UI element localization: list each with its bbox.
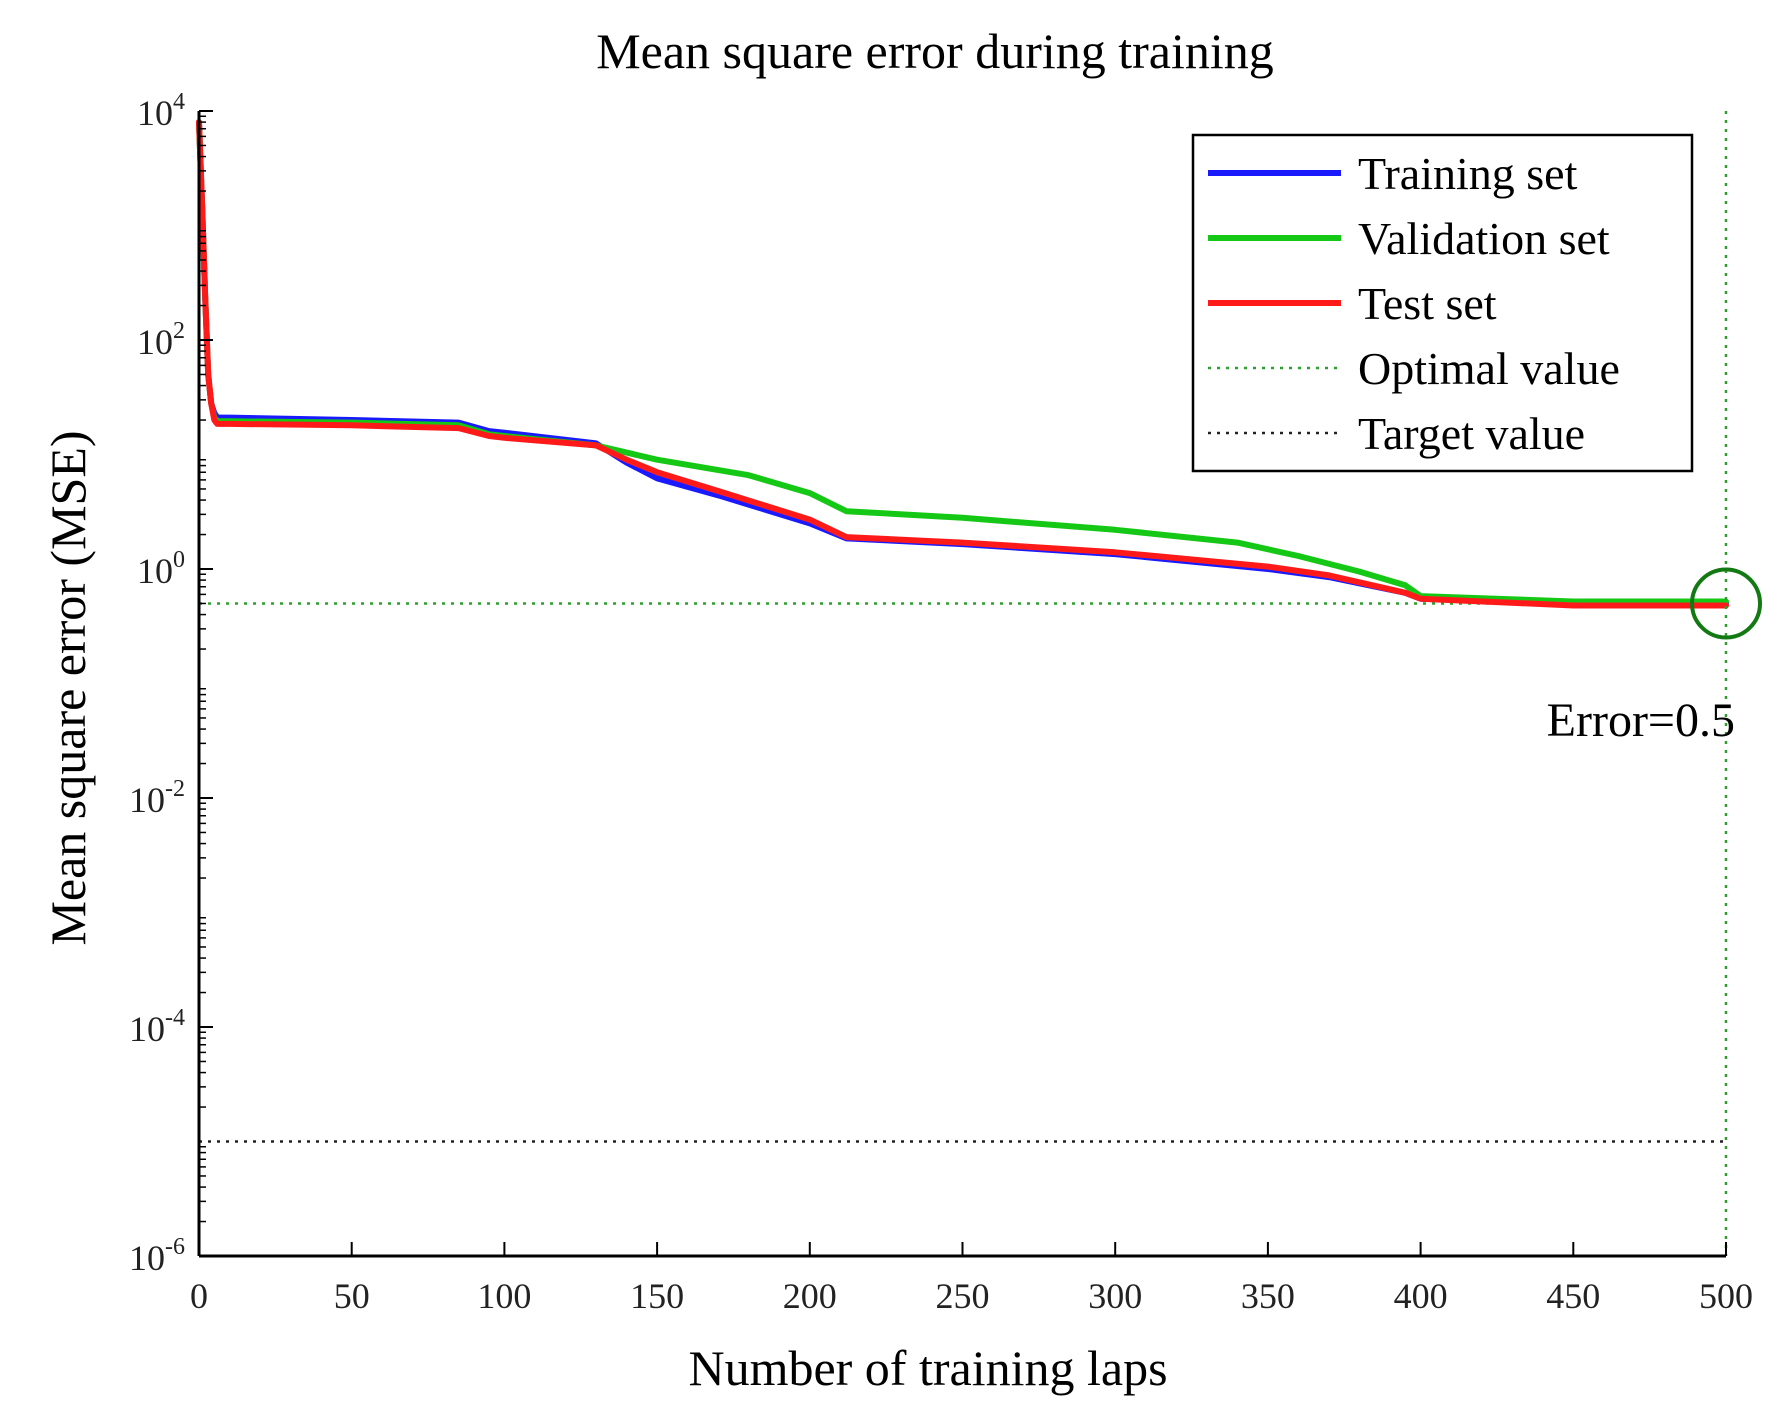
x-axis-label: Number of training laps [688,1340,1167,1396]
legend-label-target-value: Target value [1358,408,1585,459]
legend: Training set Validation set Test set Optima… [1191,133,1694,473]
error-annotation: Error=0.5 [1547,694,1735,747]
x-tick-label: 200 [783,1276,837,1316]
y-tick-label: 10-2 [129,776,185,820]
legend-label-optimal-value: Optimal value [1358,343,1620,394]
legend-label-test-set: Test set [1358,278,1497,329]
y-axis-label: Mean square error (MSE) [40,430,96,945]
x-tick-label: 450 [1546,1276,1600,1316]
x-tick-label: 50 [334,1276,370,1316]
x-tick-label: 0 [190,1276,208,1316]
x-tick-label: 100 [477,1276,531,1316]
y-tick-label: 104 [137,89,185,133]
y-tick-label: 10-4 [129,1005,185,1049]
x-tick-label: 150 [630,1276,684,1316]
y-tick-label: 10-6 [129,1234,185,1278]
x-tick-label: 250 [936,1276,990,1316]
legend-label-validation-set: Validation set [1358,213,1610,264]
y-tick-label: 102 [137,318,185,362]
x-tick-label: 400 [1394,1276,1448,1316]
x-tick-label: 500 [1699,1276,1753,1316]
x-tick-label: 300 [1088,1276,1142,1316]
best-value-marker [1690,567,1762,640]
x-tick-label: 350 [1241,1276,1295,1316]
legend-label-training-set: Training set [1358,148,1578,199]
chart-title: Mean square error during training [596,23,1274,79]
y-tick-label: 100 [137,547,185,591]
test-set-series [196,119,1729,609]
